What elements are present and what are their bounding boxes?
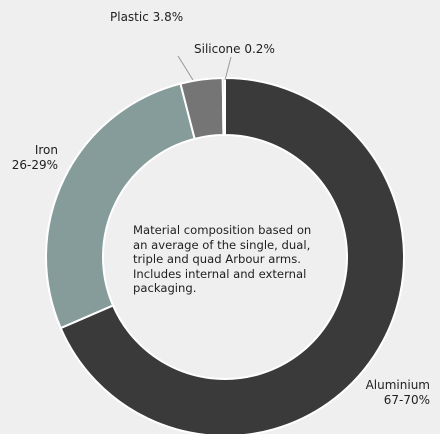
- plastic-label: Plastic 3.8%: [110, 10, 184, 24]
- silicone-label: Silicone 0.2%: [194, 42, 275, 56]
- aluminium-label-value: 67-70%: [383, 393, 430, 407]
- iron-label-value: 26-29%: [11, 158, 58, 172]
- aluminium-label-name: Aluminium: [365, 378, 430, 392]
- aluminium-label: Aluminium 67-70%: [350, 378, 430, 408]
- silicone-leader-line: [224, 56, 232, 81]
- slice-silicone: [221, 76, 226, 137]
- slice-iron: [45, 82, 196, 330]
- iron-label: Iron 26-29%: [0, 143, 58, 173]
- center-note: Material composition based on an average…: [133, 223, 312, 295]
- plastic-leader-line: [177, 55, 194, 81]
- donut-slices: [45, 76, 405, 434]
- iron-label-name: Iron: [34, 143, 58, 157]
- leader-lines: [177, 55, 232, 81]
- slice-aluminium: [59, 76, 405, 434]
